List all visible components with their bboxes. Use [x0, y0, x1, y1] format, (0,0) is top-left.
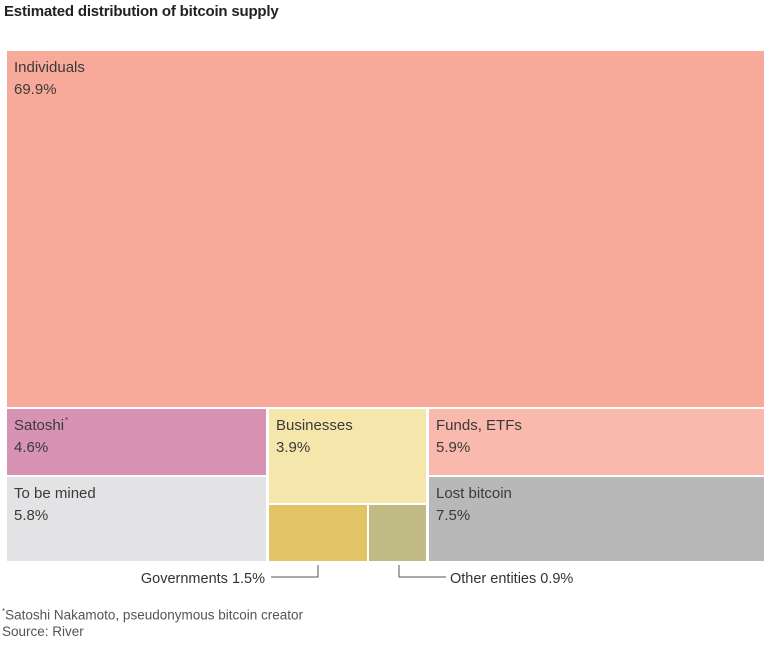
- tile-label-businesses: Businesses: [276, 417, 353, 434]
- tile-label-individuals: Individuals: [14, 59, 85, 76]
- tile-individuals: [7, 51, 764, 407]
- footnote: *Satoshi Nakamoto, pseudonymous bitcoin …: [2, 602, 303, 626]
- footnote-text: Satoshi Nakamoto, pseudonymous bitcoin c…: [5, 607, 304, 623]
- chart-title: Estimated distribution of bitcoin supply: [4, 3, 279, 20]
- tile-value-satoshi: 4.6%: [14, 439, 48, 456]
- tile-value-individuals: 69.9%: [14, 81, 57, 98]
- callout-line-other-entities: [398, 565, 446, 578]
- footnote-marker-satoshi: *: [65, 416, 68, 425]
- tile-label-funds-etfs: Funds, ETFs: [436, 417, 522, 434]
- source-note: Source: River: [2, 624, 84, 639]
- tile-lost-bitcoin: [429, 477, 764, 561]
- tile-value-lost-bitcoin: 7.5%: [436, 507, 470, 524]
- callout-line-governments: [271, 565, 319, 578]
- callout-label-other-entities: Other entities 0.9%: [450, 571, 573, 587]
- tile-label-satoshi: Satoshi: [14, 417, 64, 434]
- callout-label-governments: Governments 1.5%: [141, 571, 265, 587]
- tile-label-to-be-mined: To be mined: [14, 485, 96, 502]
- tile-value-to-be-mined: 5.8%: [14, 507, 48, 524]
- tile-other-entities: [369, 505, 426, 561]
- treemap-chart: Individuals 69.9% Satoshi * 4.6% To be mined 5…: [7, 51, 764, 587]
- footnote-marker: *: [2, 607, 6, 616]
- tile-funds-etfs: [429, 409, 764, 475]
- tile-label-lost-bitcoin: Lost bitcoin: [436, 485, 512, 502]
- tile-governments: [269, 505, 367, 561]
- tile-to-be-mined: [7, 477, 266, 561]
- tile-value-funds-etfs: 5.9%: [436, 439, 470, 456]
- tile-value-businesses: 3.9%: [276, 439, 310, 456]
- tile-businesses: [269, 409, 426, 503]
- tile-satoshi: [7, 409, 266, 475]
